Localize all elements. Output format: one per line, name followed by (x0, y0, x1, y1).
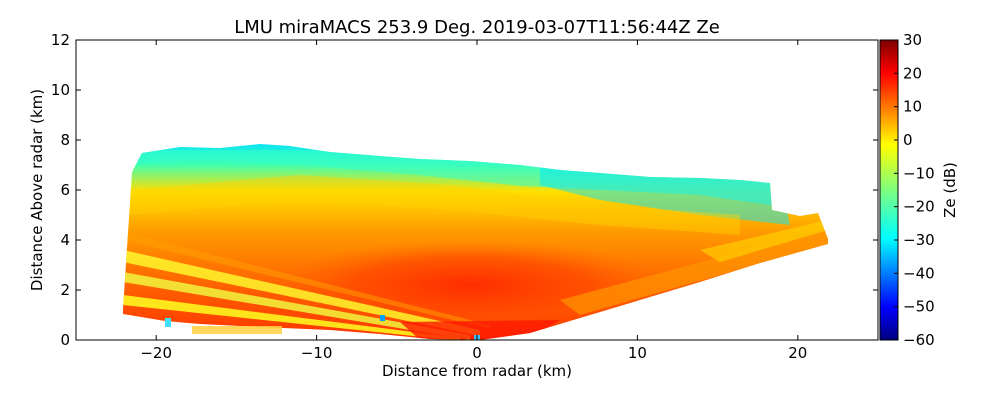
y-tick-label: 10 (51, 81, 70, 99)
colorbar-ticks: 30 20 10 0 −10 −20 −30 −40 −50 −60 (894, 31, 935, 349)
ground-echo (165, 318, 171, 327)
colorbar-tick-label: −60 (903, 331, 935, 349)
colorbar-tick-label: 0 (903, 131, 913, 149)
y-axis-ticks: 0 2 4 6 8 10 12 (51, 31, 878, 349)
x-tick-label: −10 (301, 344, 333, 362)
chart-title: LMU miraMACS 253.9 Deg. 2019-03-07T11:56… (234, 17, 720, 38)
y-tick-label: 2 (60, 281, 70, 299)
colorbar-tick-label: −20 (903, 198, 935, 216)
colorbar-tick-label: −50 (903, 298, 935, 316)
x-tick-label: 20 (788, 344, 807, 362)
echo-right-band-yellow (700, 220, 828, 262)
x-tick-label: 10 (628, 344, 647, 362)
x-axis-label: Distance from radar (km) (382, 362, 572, 380)
echo-band-1 (123, 250, 480, 336)
y-axis-label: Distance Above radar (km) (28, 89, 46, 291)
echo-band-3 (123, 295, 460, 340)
y-tick-label: 12 (51, 31, 70, 49)
ground-echo (192, 326, 282, 334)
colorbar-tick-label: 10 (903, 98, 922, 116)
colorbar (879, 39, 899, 341)
y-tick-label: 8 (60, 131, 70, 149)
colorbar-tick-label: −30 (903, 231, 935, 249)
colorbar-tick-label: −10 (903, 164, 935, 182)
x-axis-ticks: −20 −10 0 10 20 (140, 40, 807, 362)
y-tick-label: 4 (60, 231, 70, 249)
colorbar-tick-label: 30 (903, 31, 922, 49)
ground-echo (380, 315, 385, 321)
colorbar-label: Ze (dB) (941, 162, 959, 218)
echo-yellow-layer (130, 175, 740, 235)
x-tick-label: −20 (140, 344, 172, 362)
x-tick-label: 0 (472, 344, 482, 362)
echo-right-low-reflectivity (540, 165, 790, 225)
echo-band-4 (123, 232, 490, 329)
y-tick-label: 0 (60, 331, 70, 349)
colorbar-tick-label: −40 (903, 264, 935, 282)
echo-band-2 (123, 272, 470, 340)
colorbar-tick-label: 20 (903, 64, 922, 82)
y-tick-label: 6 (60, 181, 70, 199)
